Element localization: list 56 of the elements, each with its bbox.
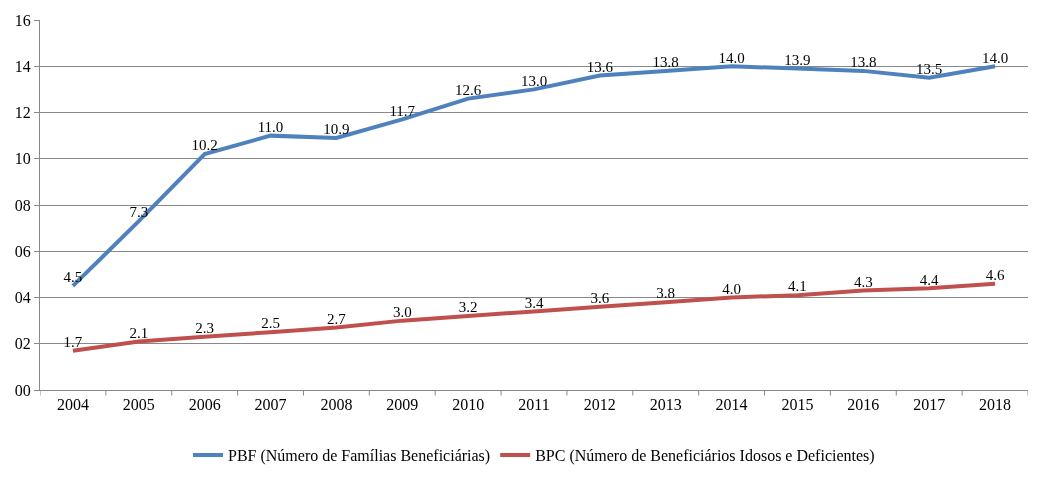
x-tick-label: 2006 [188, 396, 221, 414]
data-label: 10.2 [191, 137, 218, 154]
y-tick-label: 16 [14, 11, 31, 29]
data-label: 11.0 [257, 118, 284, 135]
x-tick-label: 2005 [122, 396, 155, 414]
data-label: 13.0 [520, 72, 548, 89]
data-label: 2.3 [195, 320, 215, 337]
data-label: 4.1 [788, 278, 807, 295]
data-label: 10.9 [323, 121, 350, 138]
data-label: 13.8 [850, 54, 877, 71]
x-tick-label: 2008 [320, 396, 353, 414]
x-tick-label: 2014 [715, 396, 748, 414]
data-label: 14.0 [718, 49, 745, 66]
data-label: 3.6 [590, 290, 610, 306]
data-label: 11.7 [389, 102, 416, 119]
y-tick-label: 10 [14, 150, 31, 168]
y-tick-label: 02 [14, 335, 31, 353]
data-label: 4.0 [722, 280, 741, 297]
data-label: 3.8 [656, 285, 676, 302]
data-label: 13.6 [586, 58, 614, 75]
data-label: 3.0 [392, 303, 412, 320]
x-tick-label: 2007 [254, 396, 287, 414]
data-label: 2.1 [129, 324, 149, 341]
data-label: 12.6 [455, 81, 482, 98]
x-tick-label: 2016 [847, 396, 880, 414]
data-label: 13.5 [916, 61, 943, 78]
data-label: 3.4 [524, 294, 544, 311]
legend-label: PBF (Número de Famílias Beneficiárias) [228, 447, 491, 466]
x-tick-label: 2012 [583, 396, 616, 414]
y-tick-label: 08 [14, 196, 31, 214]
x-tick-label: 2011 [518, 396, 550, 414]
legend-label: BPC (Número de Beneficiários Idosos e Deficientes) [535, 447, 875, 466]
y-tick-label: 04 [14, 289, 31, 307]
x-tick-label: 2015 [781, 396, 814, 414]
data-label: 2.7 [327, 310, 347, 327]
data-label: 13.9 [784, 51, 811, 68]
y-tick-label: 12 [14, 104, 31, 122]
x-tick-label: 2013 [649, 396, 682, 414]
x-tick-label: 2009 [386, 396, 419, 414]
data-label: 4.5 [63, 269, 83, 286]
data-label: 14.0 [981, 49, 1009, 66]
data-label: 1.7 [63, 333, 83, 350]
data-label: 4.6 [985, 266, 1005, 283]
data-label: 13.8 [652, 54, 679, 71]
data-label: 2.5 [261, 315, 280, 332]
x-tick-label: 2018 [979, 396, 1012, 414]
data-label: 7.3 [129, 204, 149, 221]
data-label: 4.3 [853, 273, 873, 290]
y-tick-label: 14 [14, 57, 31, 75]
y-tick-label: 06 [14, 242, 31, 260]
x-tick-label: 2010 [452, 396, 485, 414]
y-tick-label: 00 [14, 381, 31, 399]
x-tick-label: 2017 [913, 396, 946, 414]
data-label: 4.4 [919, 271, 940, 288]
x-tick-label: 2004 [56, 396, 89, 414]
data-label: 3.2 [458, 299, 478, 316]
